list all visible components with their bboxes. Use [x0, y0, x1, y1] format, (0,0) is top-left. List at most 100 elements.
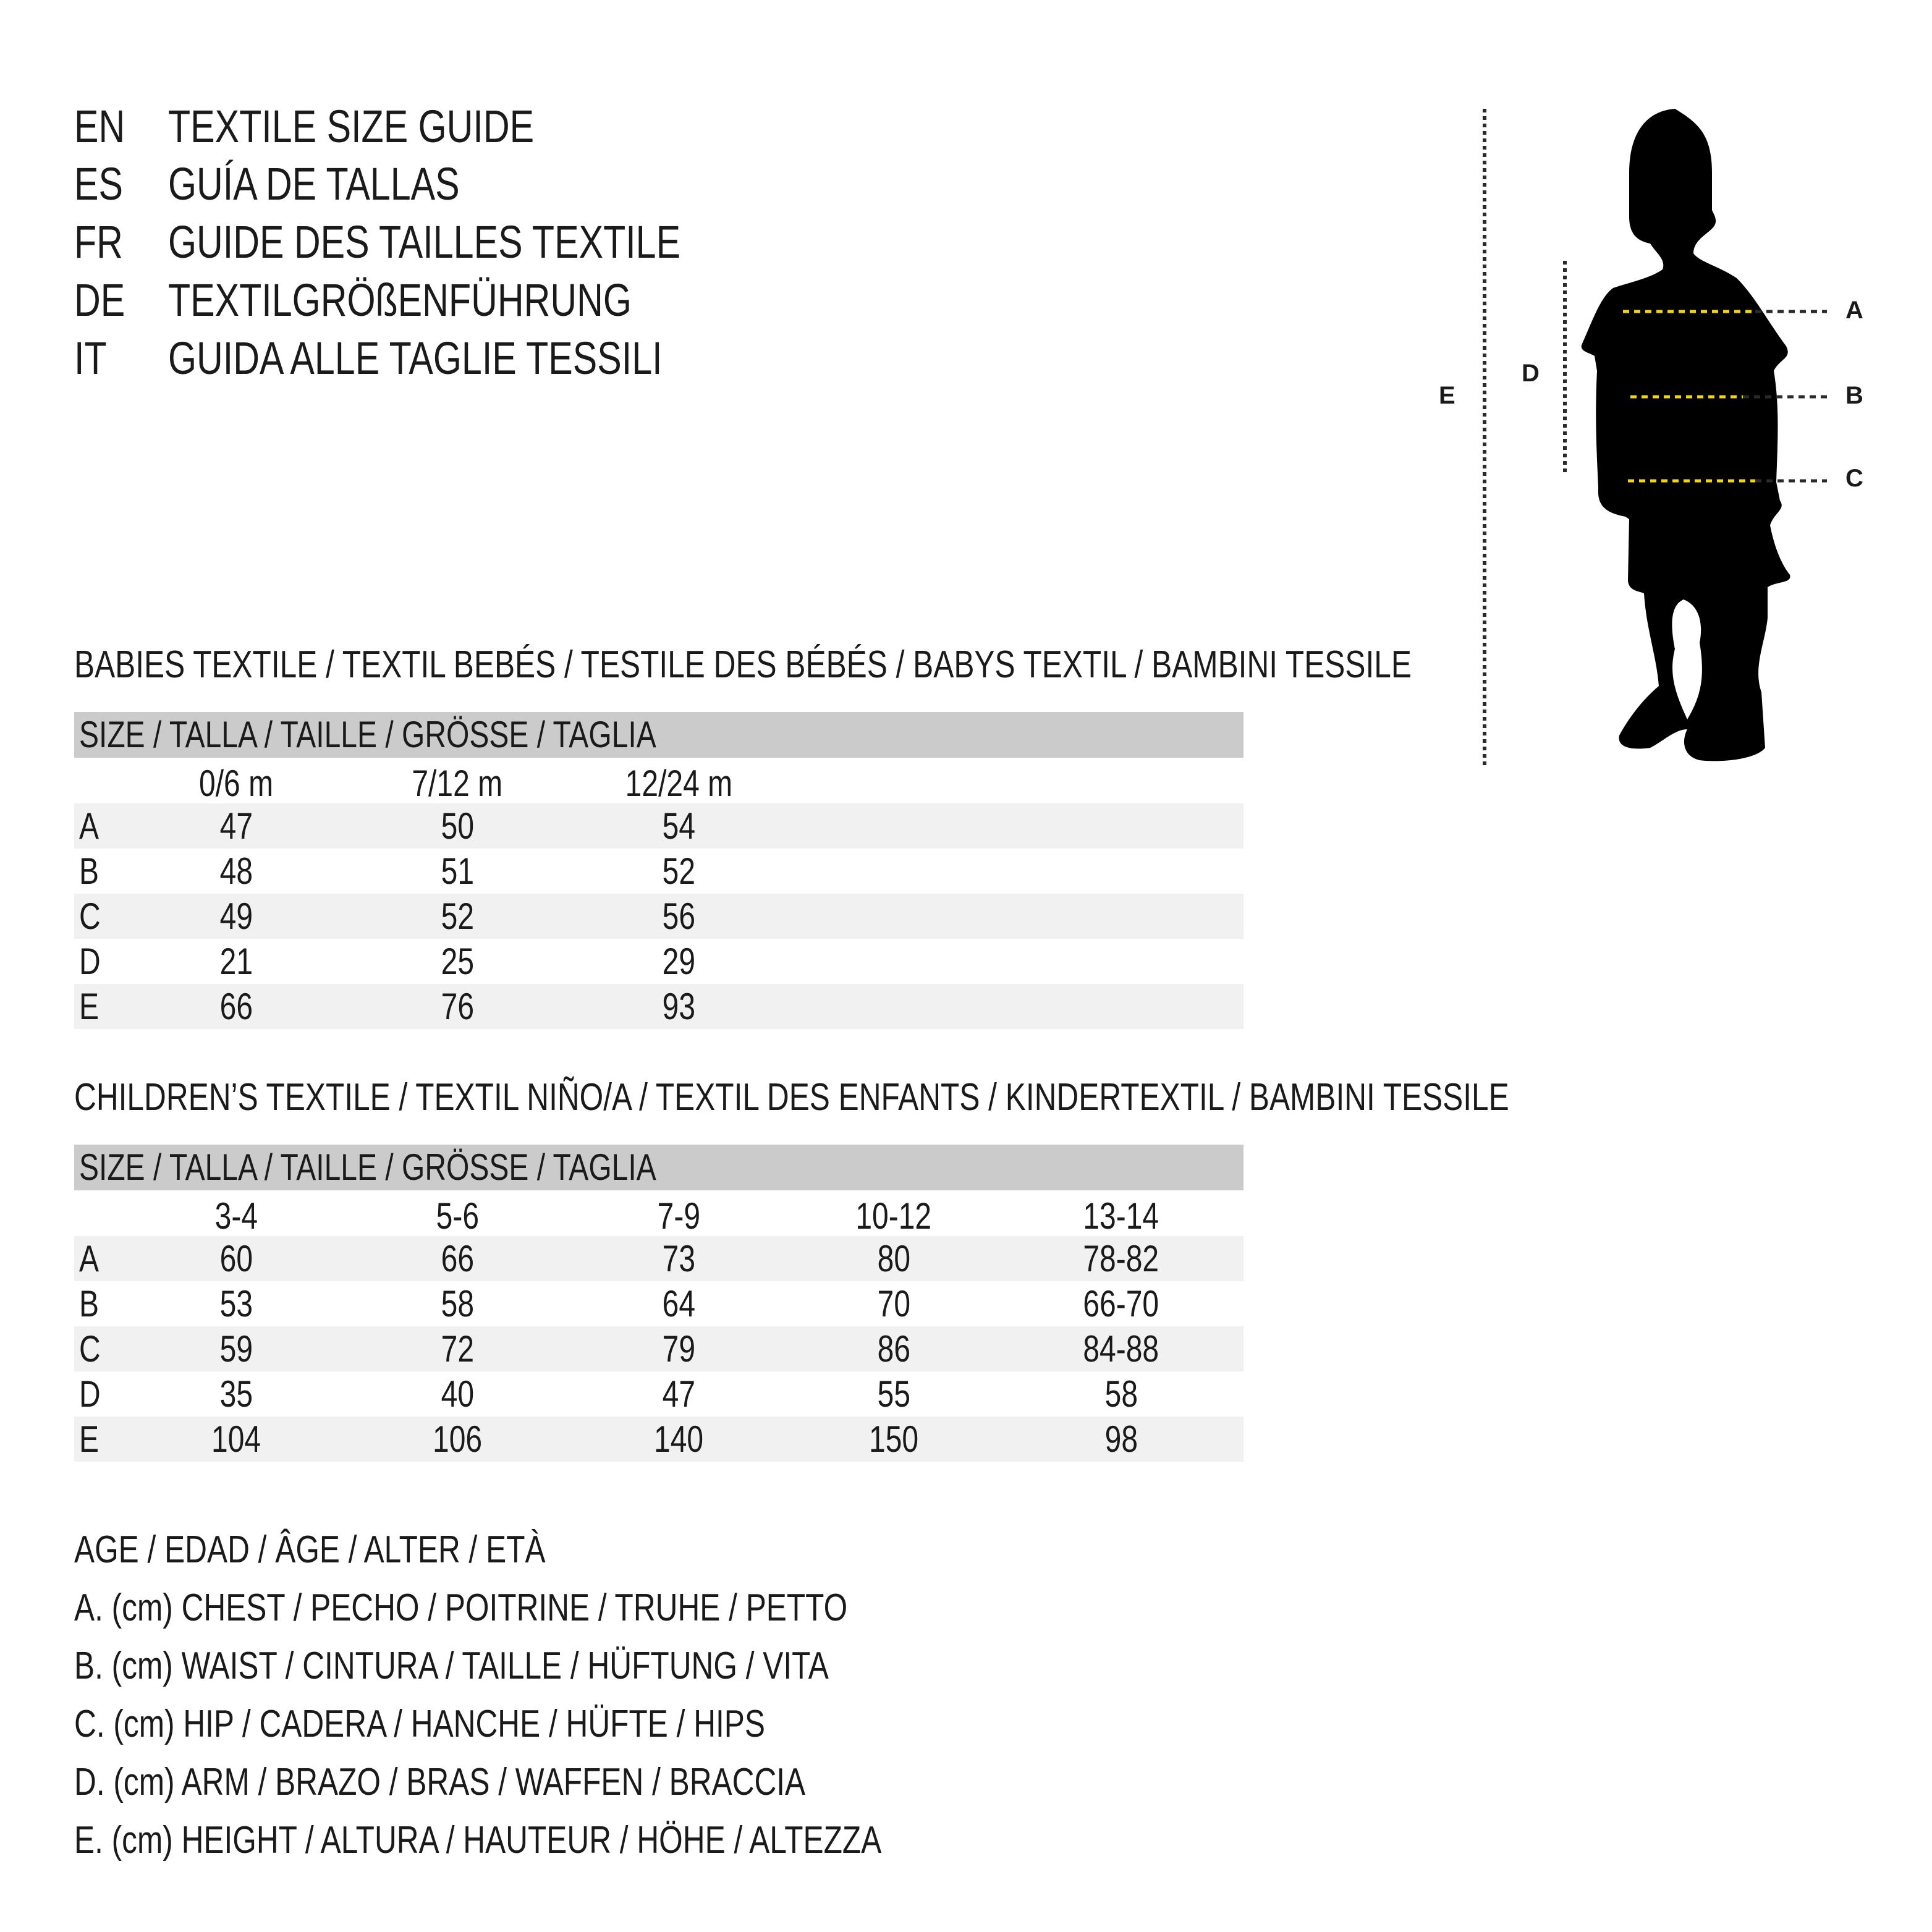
- table-cell: 56: [662, 896, 695, 937]
- lang-code: IT: [74, 333, 107, 384]
- lang-code: EN: [74, 101, 125, 152]
- legend-item: E. (cm) HEIGHT / ALTURA / HAUTEUR / HÖHE…: [74, 1819, 882, 1862]
- column-header-row: 0/6 m 7/12 m 12/24 m: [74, 758, 1244, 804]
- table-cell: 40: [441, 1373, 474, 1415]
- label-c: C: [1845, 465, 1863, 492]
- column-header: 3-4: [214, 1195, 258, 1237]
- table-cell: 60: [219, 1238, 253, 1279]
- column-header: 7-9: [657, 1195, 700, 1237]
- table-row: B 53 58 64 70 66-70: [74, 1281, 1244, 1326]
- row-label: A: [79, 805, 100, 847]
- table-row: E 66 76 93: [74, 984, 1244, 1029]
- column-header: 10-12: [855, 1195, 932, 1237]
- column-header: 7/12 m: [412, 763, 503, 804]
- table-cell: 21: [219, 941, 253, 982]
- babies-size-table: SIZE / TALLA / TAILLE / GRÖSSE / TAGLIA …: [74, 712, 1244, 1029]
- table-cell: 70: [877, 1283, 910, 1324]
- table-cell: 66: [441, 1238, 474, 1279]
- table-cell: 35: [219, 1373, 253, 1415]
- legend-item: B. (cm) WAIST / CINTURA / TAILLE / HÜFTU…: [74, 1645, 829, 1687]
- table-cell: 78-82: [1083, 1238, 1159, 1279]
- table-cell: 64: [662, 1283, 695, 1324]
- table-cell: 140: [653, 1418, 704, 1460]
- children-heading: CHILDREN’S TEXTILE / TEXTIL NIÑO/A / TEX…: [74, 1073, 1868, 1122]
- row-label: D: [79, 1373, 101, 1415]
- table-cell: 72: [441, 1328, 474, 1370]
- row-label: C: [79, 896, 101, 937]
- column-header: 0/6 m: [198, 763, 274, 804]
- children-size-table: SIZE / TALLA / TAILLE / GRÖSSE / TAGLIA …: [74, 1145, 1244, 1462]
- size-header: SIZE / TALLA / TAILLE / GRÖSSE / TAGLIA: [74, 1145, 1244, 1190]
- table-cell: 93: [662, 986, 695, 1027]
- table-cell: 47: [219, 805, 253, 847]
- lang-code: ES: [74, 158, 123, 210]
- table-row: B 48 51 52: [74, 849, 1244, 894]
- table-cell: 80: [877, 1238, 910, 1279]
- column-header-row: 3-4 5-6 7-9 10-12 13-14: [74, 1190, 1244, 1237]
- table-cell: 66: [219, 986, 253, 1027]
- table-cell: 47: [662, 1373, 695, 1415]
- table-row: C 59 72 79 86 84-88: [74, 1326, 1244, 1371]
- row-label: E: [79, 1418, 100, 1460]
- label-a: A: [1845, 297, 1863, 324]
- table-cell: 58: [1104, 1373, 1138, 1415]
- table-cell: 49: [219, 896, 253, 937]
- table-cell: 98: [1104, 1418, 1138, 1460]
- table-cell: 54: [662, 805, 695, 847]
- table-cell: 66-70: [1083, 1283, 1159, 1324]
- row-label: C: [79, 1328, 101, 1370]
- table-cell: 29: [662, 941, 695, 982]
- table-row: D 35 40 47 55 58: [74, 1371, 1244, 1417]
- legend-item: AGE / EDAD / ÂGE / ALTER / ETÀ: [74, 1528, 546, 1571]
- table-cell: 86: [877, 1328, 910, 1370]
- lang-code: FR: [74, 216, 123, 268]
- table-row: A 60 66 73 80 78-82: [74, 1236, 1244, 1281]
- children-heading-text: CHILDREN’S TEXTILE / TEXTIL NIÑO/A / TEX…: [74, 1076, 1509, 1119]
- title-text: GUIDE DES TAILLES TEXTILE: [168, 216, 681, 268]
- table-row: E 104 106 140 150 98: [74, 1417, 1244, 1462]
- table-cell: 76: [441, 986, 474, 1027]
- table-cell: 52: [662, 850, 695, 892]
- child-silhouette-icon: [1483, 109, 1827, 765]
- table-cell: 79: [662, 1328, 695, 1370]
- row-label: D: [79, 941, 101, 982]
- table-row: A 47 50 54: [74, 803, 1244, 849]
- babies-heading-text: BABIES TEXTILE / TEXTIL BEBÉS / TESTILE …: [74, 643, 1412, 686]
- title-text: GUÍA DE TALLAS: [168, 158, 460, 210]
- column-header: 5-6: [436, 1195, 479, 1237]
- table-cell: 48: [219, 850, 253, 892]
- legend-item: D. (cm) ARM / BRAZO / BRAS / WAFFEN / BR…: [74, 1761, 806, 1803]
- leg-gap: [1672, 600, 1702, 719]
- table-cell: 53: [219, 1283, 253, 1324]
- title-text: TEXTILGRÖßENFÜHRUNG: [168, 274, 632, 326]
- label-b: B: [1845, 382, 1863, 409]
- table-cell: 25: [441, 941, 474, 982]
- row-label: B: [79, 1283, 100, 1324]
- column-header: 12/24 m: [625, 763, 732, 804]
- table-cell: 106: [432, 1418, 483, 1460]
- table-cell: 52: [441, 896, 474, 937]
- table-cell: 55: [877, 1373, 910, 1415]
- size-header-text: SIZE / TALLA / TAILLE / GRÖSSE / TAGLIA: [79, 1146, 656, 1188]
- lang-code: DE: [74, 274, 125, 326]
- label-e: E: [1439, 382, 1455, 409]
- row-label: B: [79, 850, 100, 892]
- legend-item: A. (cm) CHEST / PECHO / POITRINE / TRUHE…: [74, 1587, 848, 1629]
- legend-item: C. (cm) HIP / CADERA / HANCHE / HÜFTE / …: [74, 1703, 765, 1745]
- table-cell: 73: [662, 1238, 695, 1279]
- table-cell: 50: [441, 805, 474, 847]
- table-row: C 49 52 56: [74, 894, 1244, 939]
- size-header-text: SIZE / TALLA / TAILLE / GRÖSSE / TAGLIA: [79, 714, 656, 755]
- table-cell: 84-88: [1083, 1328, 1159, 1370]
- silhouette-body: [1581, 109, 1790, 761]
- title-text: TEXTILE SIZE GUIDE: [168, 101, 535, 152]
- table-cell: 59: [219, 1328, 253, 1370]
- table-cell: 51: [441, 850, 474, 892]
- row-label: A: [79, 1238, 100, 1279]
- title-text: GUIDA ALLE TAGLIE TESSILI: [168, 333, 663, 384]
- column-header: 13-14: [1083, 1195, 1159, 1237]
- table-cell: 150: [868, 1418, 919, 1460]
- row-label: E: [79, 986, 100, 1027]
- table-row: D 21 25 29: [74, 939, 1244, 984]
- size-header: SIZE / TALLA / TAILLE / GRÖSSE / TAGLIA: [74, 712, 1244, 758]
